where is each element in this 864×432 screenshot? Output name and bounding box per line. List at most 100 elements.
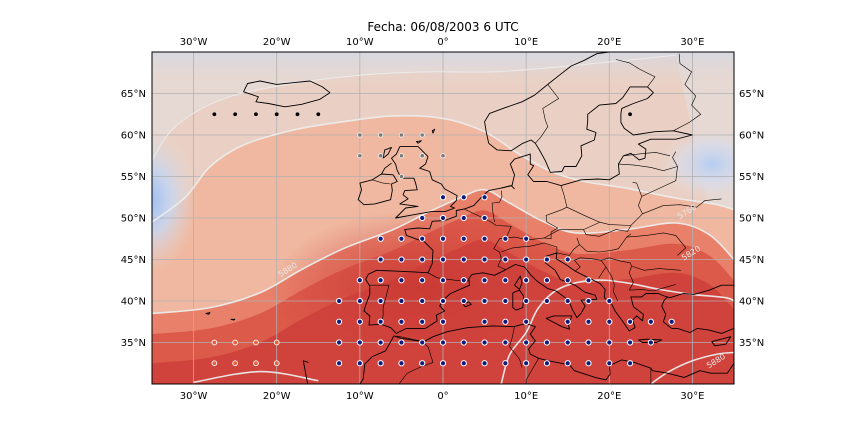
station-navy-dot (460, 360, 467, 367)
lon-tick-label-top: 10°E (514, 37, 538, 48)
contour-line (193, 370, 319, 384)
station-grey-dot (378, 153, 384, 159)
station-grey-dot (398, 153, 405, 159)
station-navy-dot (439, 256, 447, 263)
station-navy-dot (377, 277, 384, 284)
station-navy-dot (523, 360, 530, 367)
station-navy-dot (523, 318, 530, 325)
station-navy-dot (398, 318, 405, 325)
station-grey-dot (378, 132, 384, 138)
station-navy-dot (668, 318, 675, 325)
station-navy-dot (626, 318, 634, 325)
station-navy-dot (481, 214, 488, 222)
station-navy-dot (481, 194, 488, 201)
country-border (626, 232, 687, 256)
lon-tick-label-bottom: 30°E (680, 391, 704, 402)
station-orange-ring (211, 339, 218, 346)
lat-tick-label-left: 55°N (121, 172, 146, 183)
country-border (491, 190, 503, 223)
coastline (359, 322, 734, 384)
country-border (535, 84, 560, 144)
lat-tick-label-right: 55°N (739, 172, 764, 183)
station-black-dot (254, 112, 258, 117)
coastline (381, 162, 392, 175)
station-navy-dot (564, 297, 571, 305)
station-navy-dot (377, 256, 384, 263)
station-navy-dot (460, 339, 467, 346)
station-navy-dot (502, 277, 509, 284)
lat-tick-label-left: 60°N (121, 131, 146, 142)
station-navy-dot (481, 277, 488, 284)
lat-tick-label-right: 65°N (739, 89, 764, 100)
station-navy-dot (606, 297, 613, 305)
country-border (583, 225, 632, 237)
lat-tick-label-right: 50°N (739, 214, 764, 225)
station-navy-dot (356, 297, 363, 305)
coastline (431, 128, 436, 134)
station-navy-dot (335, 297, 343, 305)
station-navy-dot (419, 360, 426, 367)
station-black-dot (233, 112, 238, 117)
coastline (488, 86, 648, 173)
station-navy-dot (439, 235, 447, 242)
coastline (501, 185, 515, 190)
station-navy-dot (502, 360, 509, 367)
lat-tick-label-left: 35°N (121, 338, 146, 349)
station-navy-dot (564, 318, 571, 325)
station-navy-dot (419, 235, 426, 242)
station-navy-dot (523, 256, 530, 263)
station-navy-dot (564, 339, 571, 346)
station-navy-dot (523, 297, 530, 305)
cold-anomaly-atlantic (152, 128, 198, 272)
station-navy-dot (647, 318, 654, 325)
station-grey-dot (357, 153, 363, 159)
station-navy-dot (460, 235, 467, 242)
lon-tick-label-bottom: 30°W (180, 391, 208, 402)
country-border (605, 266, 618, 302)
contour-line (152, 54, 676, 161)
station-orange-ring (253, 360, 259, 367)
station-black-dot (274, 112, 279, 117)
country-border (566, 182, 643, 226)
station-navy-dot (460, 297, 467, 305)
station-navy-dot (439, 297, 447, 305)
station-navy-dot (606, 339, 613, 346)
station-grey-dot (398, 132, 405, 138)
station-orange-ring (253, 339, 259, 346)
station-navy-dot (543, 360, 551, 367)
lon-tick-label-bottom: 10°E (514, 391, 538, 402)
station-navy-dot (585, 318, 592, 325)
station-navy-dot (481, 339, 488, 346)
station-navy-dot (564, 256, 571, 263)
country-border (556, 244, 580, 256)
lat-tick-label-left: 65°N (121, 89, 146, 100)
cold-anomaly-scandinavia (660, 128, 734, 200)
country-border (629, 284, 676, 292)
station-navy-dot (398, 256, 405, 263)
contour-line (152, 188, 734, 315)
station-grey-dot (440, 153, 446, 159)
station-navy-dot (647, 339, 654, 346)
contour-line (650, 351, 734, 384)
station-grey-dot (419, 153, 425, 159)
coastline (462, 301, 472, 308)
station-navy-dot (439, 339, 447, 346)
coastline (230, 318, 236, 321)
coastline (514, 275, 523, 290)
station-navy-dot (356, 277, 363, 284)
station-navy-dot (564, 360, 571, 367)
station-grey-dot (398, 173, 405, 180)
country-border (615, 59, 656, 88)
station-navy-dot (377, 318, 384, 325)
coastline (368, 134, 693, 275)
station-navy-dot (335, 339, 343, 346)
station-navy-dot (419, 256, 426, 263)
station-navy-dot (523, 339, 530, 346)
coastline (512, 289, 525, 311)
contour-line (152, 114, 734, 223)
station-navy-dot (460, 194, 467, 201)
lat-tick-label-right: 35°N (739, 338, 764, 349)
station-navy-dot (585, 360, 592, 367)
station-navy-dot (585, 297, 592, 305)
lat-tick-label-left: 45°N (121, 255, 146, 266)
